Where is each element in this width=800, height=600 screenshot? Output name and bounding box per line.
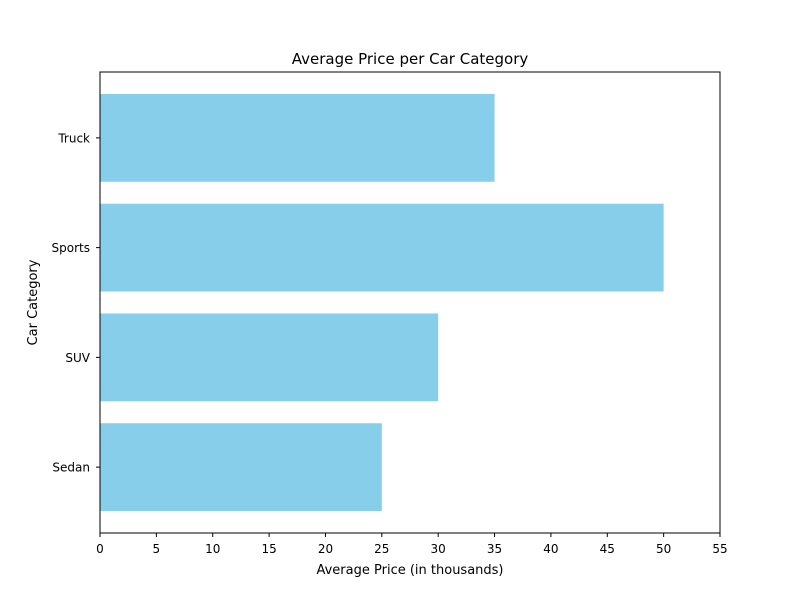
x-axis-ticks: 0 5 10 15 20 25 30 35 40 45 50 55 [96,533,728,556]
bars-layer [100,93,664,512]
x-axis-label: Average Price (in thousands) [316,563,503,578]
x-tick-label: 35 [487,542,502,556]
y-axis-ticks: Sedan SUV Sports Truck [52,131,100,475]
x-tick-label: 20 [318,542,333,556]
bar-suv [100,313,439,402]
y-tick-label: SUV [65,351,90,365]
y-tick-label: Truck [57,131,90,145]
x-tick-label: 50 [656,542,671,556]
x-tick-label: 30 [431,542,446,556]
y-tick-label: Sports [52,241,90,255]
bar-sedan [100,423,382,512]
x-tick-label: 15 [261,542,276,556]
x-tick-label: 45 [600,542,615,556]
x-tick-label: 5 [153,542,161,556]
x-tick-label: 40 [543,542,558,556]
bar-truck [100,93,495,182]
x-tick-label: 10 [205,542,220,556]
x-tick-label: 25 [374,542,389,556]
bar-sports [100,203,664,292]
x-tick-label: 55 [712,542,727,556]
plot-frame [99,71,721,534]
y-axis-label: Car Category [26,259,41,345]
x-tick-label: 0 [96,542,104,556]
y-tick-label: Sedan [52,461,90,475]
chart-title: Average Price per Car Category [292,50,529,68]
